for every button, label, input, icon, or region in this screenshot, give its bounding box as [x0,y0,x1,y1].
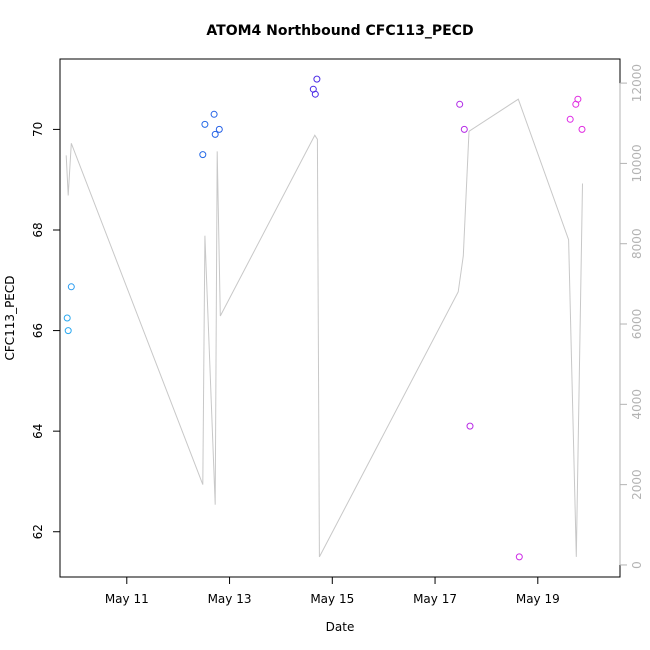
data-point [210,110,218,118]
data-point [211,130,219,138]
altitude-line-layer [65,98,583,558]
data-point [466,422,474,430]
data-point [215,125,223,133]
data-point [201,120,209,128]
y-tick-label: 64 [31,424,45,439]
y2-tick-label: 8000 [630,228,644,259]
plot-area-frame [59,58,621,578]
y-axis: 62 64 66 68 70 [31,122,61,539]
data-point [313,75,321,83]
y2-tick-label: 12000 [630,64,644,102]
y2-tick-label: 6000 [630,309,644,340]
y-tick-label: 62 [31,524,45,539]
data-point [578,125,586,133]
x-tick-label: May 15 [310,592,354,606]
data-point [574,95,582,103]
data-point [566,115,574,123]
x-tick-label: May 19 [516,592,560,606]
data-point [63,314,71,322]
data-point [460,125,468,133]
y2-tick-label: 4000 [630,389,644,420]
data-point [199,151,207,159]
y2-axis: 0 2000 4000 6000 8000 10000 12000 [619,64,644,569]
data-point [311,90,319,98]
y-tick-label: 70 [31,122,45,137]
y-axis-label: CFC113_PECD [3,275,17,360]
y-tick-label: 66 [31,323,45,338]
data-point [515,553,523,561]
x-tick-label: May 13 [208,592,252,606]
y2-tick-label: 10000 [630,144,644,182]
data-point [64,327,72,335]
data-point [456,100,464,108]
y-tick-label: 68 [31,222,45,237]
altitude-line [65,98,583,558]
points-layer [63,75,586,561]
data-point [67,283,75,291]
x-axis-label: Date [326,620,355,634]
y2-tick-label: 0 [630,561,644,569]
x-axis: May 11 May 13 May 15 May 17 May 19 [105,576,560,606]
x-tick-label: May 11 [105,592,149,606]
chart-title: ATOM4 Northbound CFC113_PECD [206,23,473,39]
y2-tick-label: 2000 [630,469,644,500]
x-tick-label: May 17 [413,592,457,606]
